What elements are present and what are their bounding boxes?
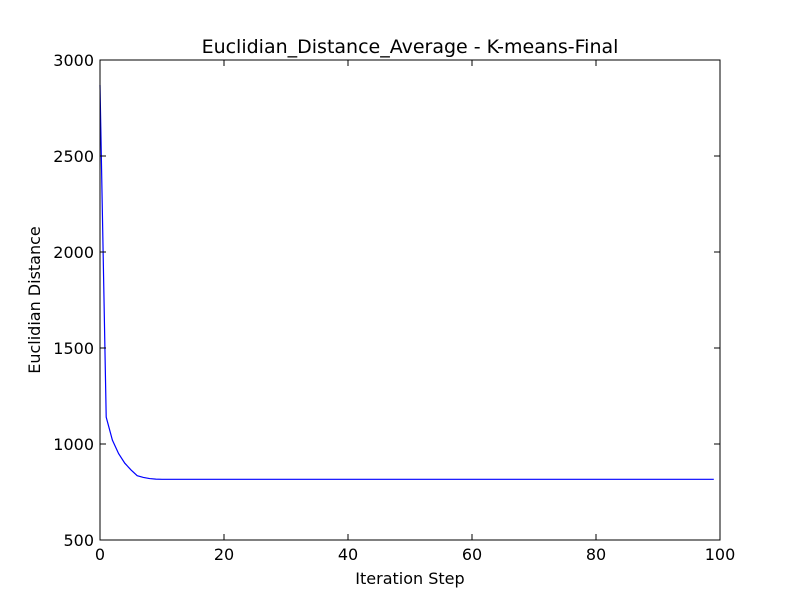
plot-layer [99,84,714,480]
axis-ticks: 0 20 40 60 80 100 500 1000 1500 2000 2500 3000 [53,51,735,564]
x-tick-label: 60 [462,545,482,564]
x-tick-label: 40 [338,545,358,564]
series-line [99,84,714,480]
y-tick-label: 1500 [53,339,94,358]
plot-frame [99,59,721,541]
x-tick-label: 0 [95,545,105,564]
x-tick-label: 80 [586,545,606,564]
y-tick-label: 500 [63,531,94,550]
x-tick-label: 20 [214,545,234,564]
y-axis-label: Euclidian Distance [25,226,44,374]
y-tick-label: 1000 [53,435,94,454]
y-tick-label: 3000 [53,51,94,70]
chart-title: Euclidian_Distance_Average - K-means-Fin… [202,36,619,58]
x-axis-label: Iteration Step [355,569,464,588]
x-tick-label: 100 [705,545,736,564]
y-tick-label: 2000 [53,243,94,262]
y-tick-label: 2500 [53,147,94,166]
